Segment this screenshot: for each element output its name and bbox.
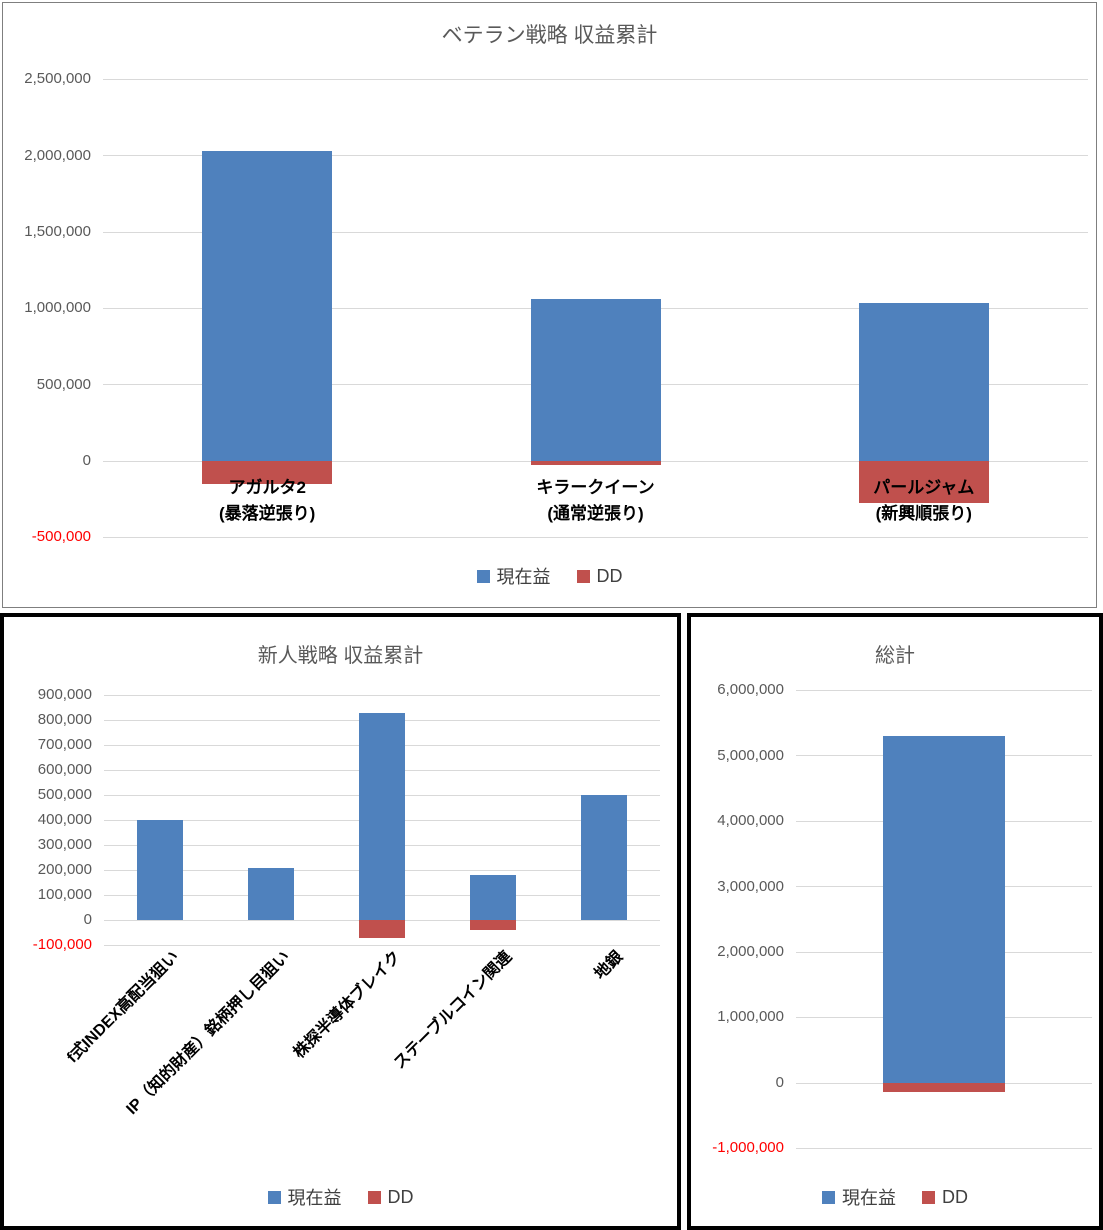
legend-item-dd: DD <box>922 1187 968 1208</box>
legend-total: 現在益 DD <box>691 1184 1099 1210</box>
plot-area-total: -1,000,000 0 1,000,000 2,000,000 3,000,000 4,… <box>691 617 1099 1226</box>
dd-bar <box>530 460 661 466</box>
chart-veteran-strategy: ベテラン戦略 収益累計 -500,000 0 500,000 1,000,000 1,5… <box>2 2 1097 608</box>
gridline <box>104 945 660 946</box>
legend-swatch-profit-icon <box>476 569 490 583</box>
legend-label-profit: 現在益 <box>842 1188 896 1208</box>
y-axis-tick-label: 800,000 <box>37 711 92 729</box>
y-axis-tick-label: 500,000 <box>37 786 92 804</box>
y-axis-tick-label: 1,000,000 <box>717 1008 784 1026</box>
y-axis-tick-label: 0 <box>83 911 92 929</box>
gridline <box>103 155 1088 157</box>
profit-bar <box>530 298 661 461</box>
y-axis-tick-label: 6,000,000 <box>717 681 784 699</box>
dd-bar <box>858 460 989 504</box>
y-axis-tick-label: 500,000 <box>36 375 91 393</box>
category-label: アガルタ2 (暴落逆張り) <box>219 477 316 523</box>
category-label: 株探半導体ブレイク <box>290 948 405 1062</box>
dd-bar <box>470 920 517 930</box>
y-axis-tick-label: 300,000 <box>37 836 92 854</box>
chart-title-rookie: 新人戦略 収益累計 <box>257 645 424 667</box>
y-axis-tick-label: -500,000 <box>31 528 91 546</box>
legend-label-profit: 現在益 <box>287 1188 342 1208</box>
legend-item-profit: 現在益 <box>476 563 551 589</box>
gridline <box>103 231 1088 233</box>
legend-swatch-profit-icon <box>822 1190 835 1204</box>
y-axis-tick-label: 600,000 <box>37 761 92 779</box>
y-axis-tick-label: -1,000,000 <box>712 1139 784 1157</box>
legend-label-dd: DD <box>942 1186 968 1207</box>
y-axis-tick-label: 3,000,000 <box>717 877 784 895</box>
y-axis-tick-label: 700,000 <box>37 736 92 754</box>
gridline <box>796 1148 1092 1149</box>
dd-bar <box>359 920 405 938</box>
y-axis-tick-label: 2,500,000 <box>24 70 91 88</box>
legend-label-profit: 現在益 <box>496 567 551 587</box>
category-label: ステーブルコイン関連 <box>391 948 516 1073</box>
plot-area-veteran: -500,000 0 500,000 1,000,000 1,500,000 2,000,… <box>3 3 1096 607</box>
legend-swatch-dd-icon <box>576 569 590 583</box>
y-axis-tick-label: 900,000 <box>37 686 92 704</box>
y-axis-tick-label: 1,500,000 <box>24 223 91 240</box>
legend-item-profit: 現在益 <box>267 1184 342 1210</box>
dd-bar <box>202 460 333 484</box>
y-axis-tick-label: 200,000 <box>37 861 92 879</box>
category-label: 地銀 <box>591 948 627 983</box>
y-axis-tick-label: 0 <box>82 452 91 469</box>
category-label: パールジャム (新興順張り) <box>873 477 975 523</box>
chart-rookie-strategy: 新人戦略 収益累計 -100,000 0 100,000 200,000 300,000… <box>0 613 681 1230</box>
profit-bar <box>202 150 333 461</box>
plot-area-rookie: -100,000 0 100,000 200,000 300,000 400,000 500… <box>4 617 677 1226</box>
y-axis-tick-label: -100,000 <box>32 936 92 954</box>
profit-bar <box>883 735 1005 1083</box>
y-axis-tick-label: 100,000 <box>37 886 92 904</box>
profit-bar <box>136 820 183 920</box>
chart-title-veteran: ベテラン戦略 収益累計 <box>441 24 658 47</box>
category-label: キラークイーン (通常逆張り) <box>536 477 655 523</box>
legend-label-dd: DD <box>387 1186 414 1207</box>
profit-bar <box>470 875 517 920</box>
profit-bar <box>581 795 628 920</box>
y-axis-tick-label: 1,000,000 <box>24 299 91 317</box>
y-axis-tick-label: 4,000,000 <box>717 812 784 830</box>
gridline <box>103 537 1088 538</box>
chart-total: 総計 -1,000,000 0 1,000,000 2,000,000 3,000,00… <box>687 613 1103 1230</box>
legend-swatch-dd-icon <box>922 1190 935 1204</box>
legend-label-dd: DD <box>596 565 623 586</box>
category-label: IP（知的財産）銘柄押し目狙い <box>123 948 294 1119</box>
profit-bar <box>247 867 294 920</box>
gridline <box>103 79 1088 80</box>
profit-bar <box>858 303 989 461</box>
legend-item-dd: DD <box>576 565 623 587</box>
profit-bar <box>359 712 405 920</box>
chart-title-total: 総計 <box>875 645 915 667</box>
gridline <box>104 695 660 696</box>
legend-veteran: 現在益 DD <box>3 563 1096 589</box>
y-axis-tick-label: 400,000 <box>37 811 92 829</box>
gridline <box>796 690 1092 691</box>
dd-bar <box>883 1082 1005 1093</box>
legend-item-dd: DD <box>367 1186 414 1208</box>
legend-rookie: 現在益 DD <box>4 1184 677 1210</box>
y-axis-tick-label: 5,000,000 <box>717 746 784 764</box>
y-axis-tick-label: 2,000,000 <box>717 943 784 960</box>
y-axis-tick-label: 2,000,000 <box>24 146 91 164</box>
y-axis-tick-label: 0 <box>775 1073 784 1091</box>
legend-item-profit: 現在益 <box>822 1184 896 1210</box>
legend-swatch-dd-icon <box>367 1190 381 1204</box>
legend-swatch-profit-icon <box>267 1190 281 1204</box>
